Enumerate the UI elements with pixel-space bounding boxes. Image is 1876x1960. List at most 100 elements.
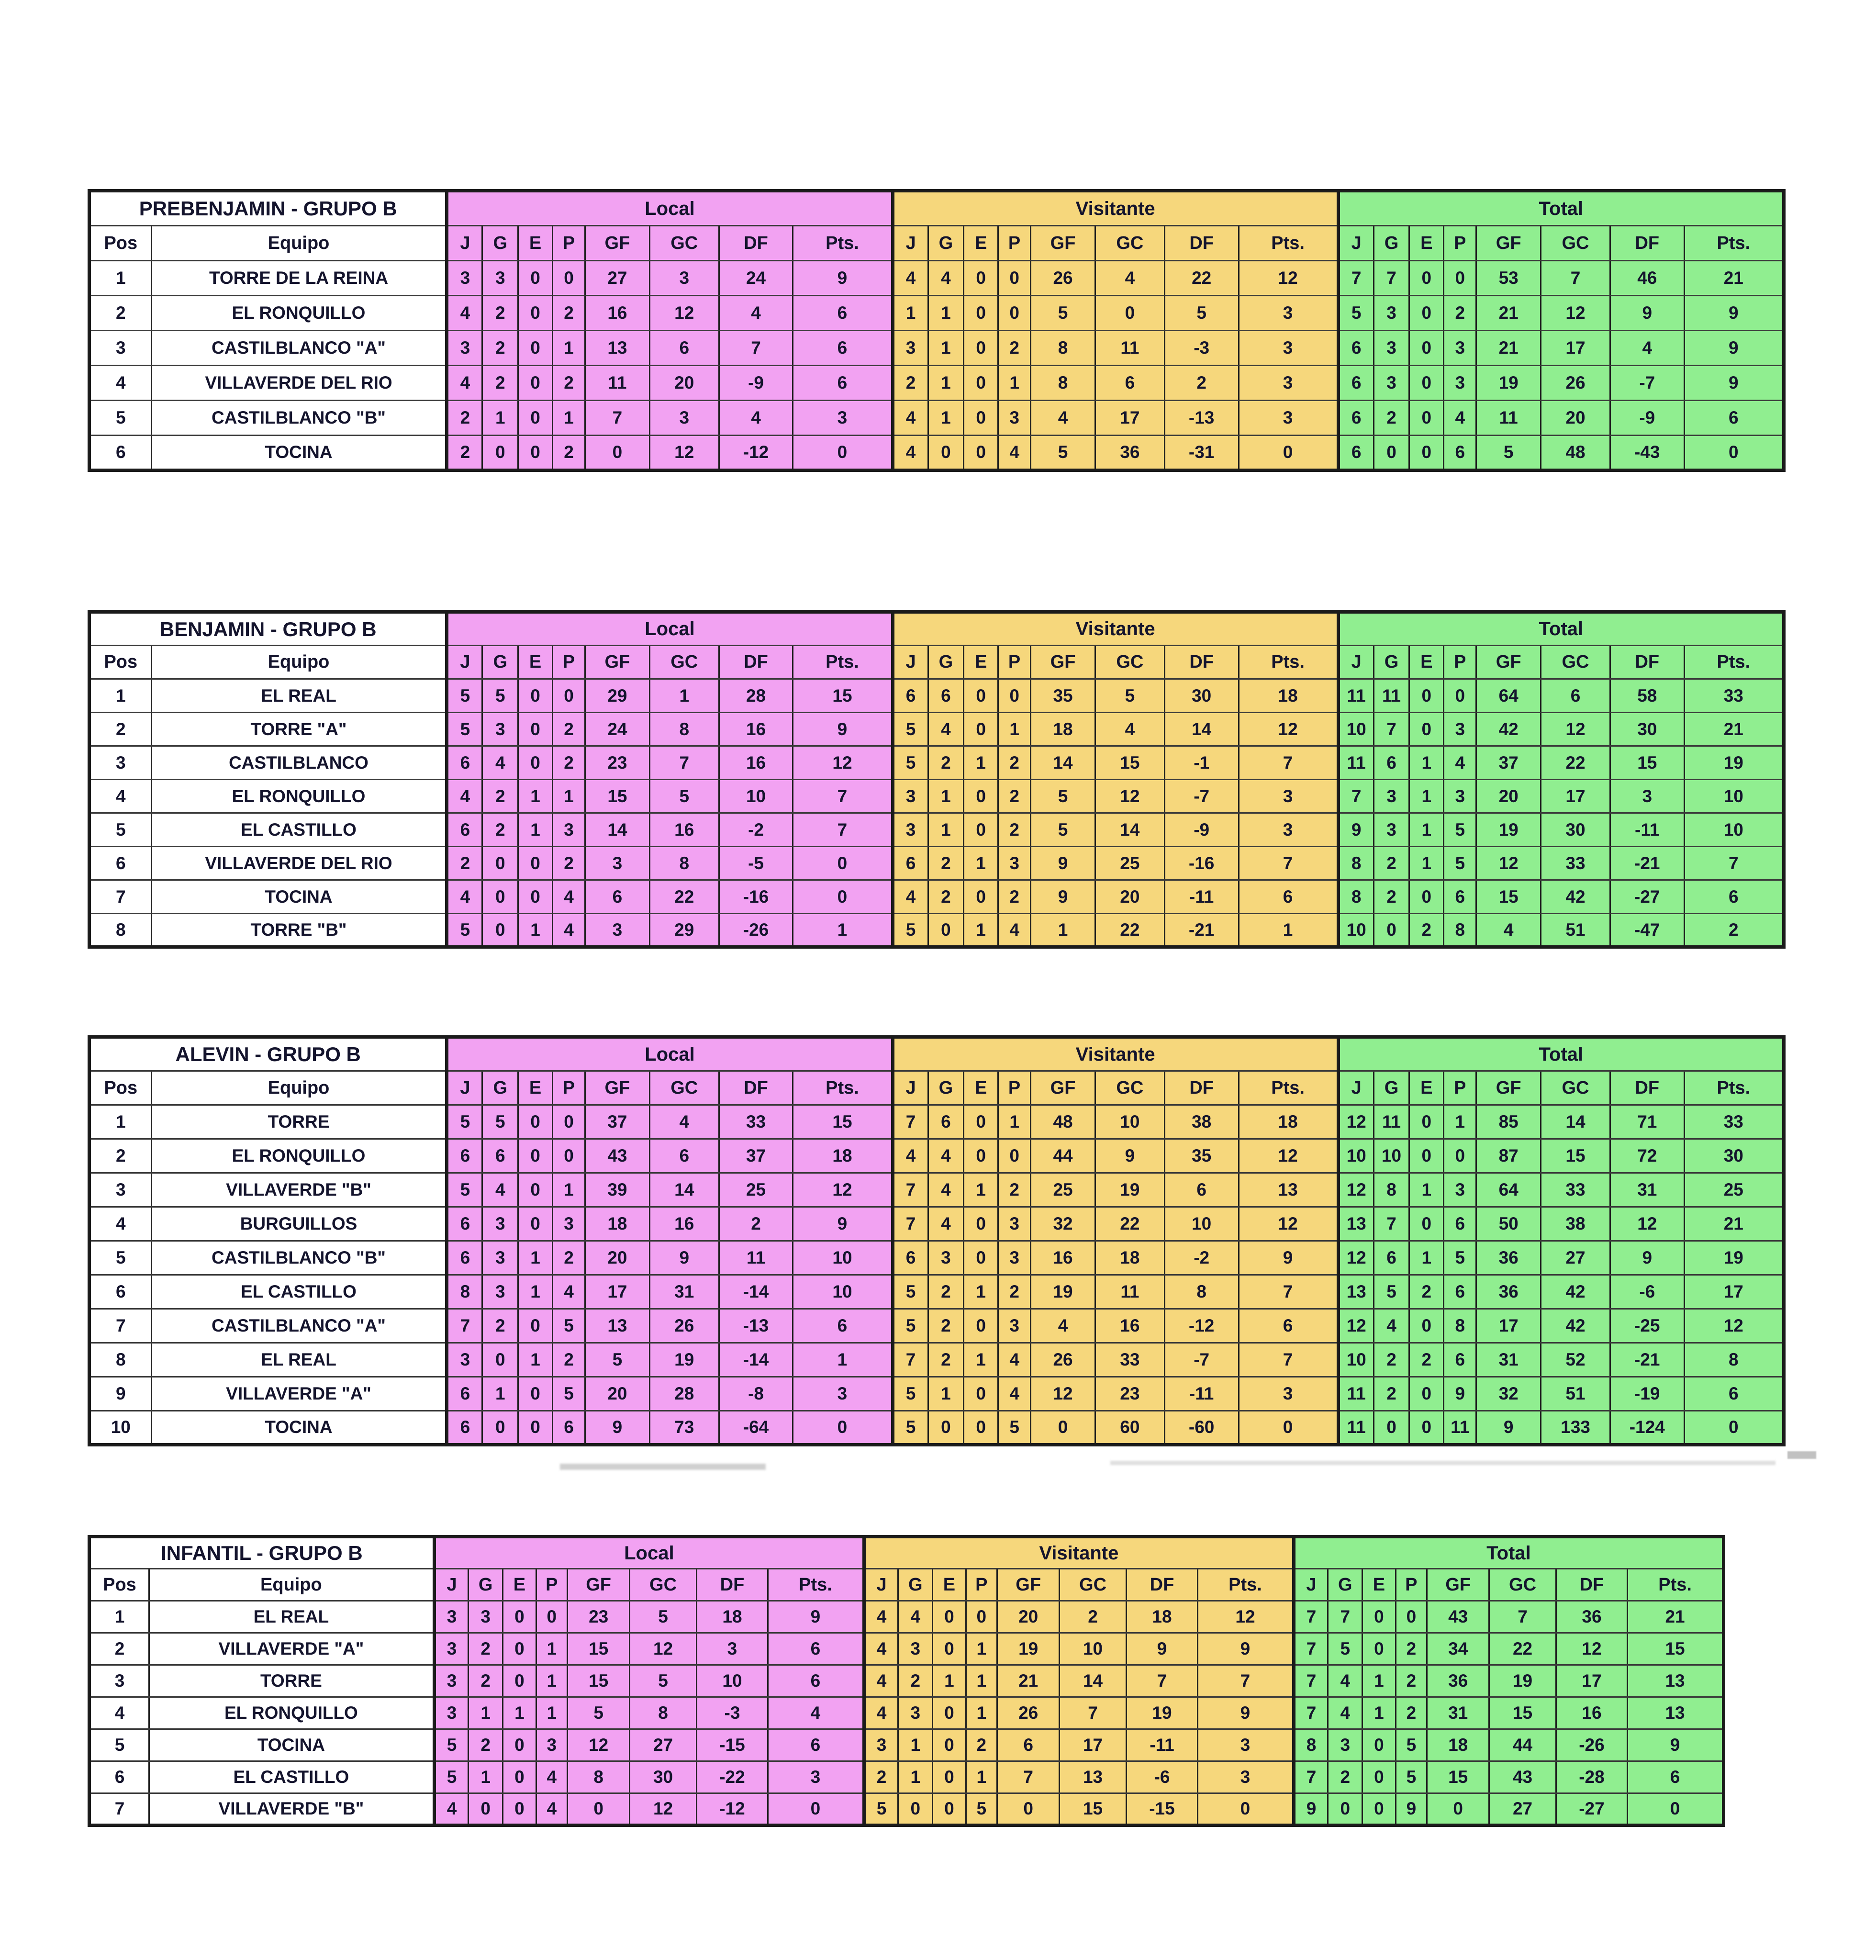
total-g-cell: 7 [1327,1600,1363,1634]
visitante-gc-cell: 13 [1059,1760,1127,1794]
team-cell: BURGUILLOS [150,1206,448,1242]
local-g-cell: 0 [468,1792,504,1826]
local-g-cell: 0 [481,879,519,914]
total-gf-cell: 53 [1475,260,1542,296]
local-gc-cell: 3 [648,400,720,436]
local-df-cell: -16 [718,879,794,914]
local-g-cell: 2 [481,365,519,401]
total-gf-cell: 21 [1475,295,1542,331]
total-g-cell: 4 [1327,1696,1363,1730]
local-p-cell: 5 [552,1376,586,1411]
team-cell: EL REAL [150,678,448,713]
local-gc-cell: 3 [648,260,720,296]
visitante-pts-cell: 7 [1238,1342,1339,1378]
local-pts-cell: 4 [767,1696,865,1730]
visitante-gc-cell: 15 [1059,1792,1127,1826]
local-j-cell: 2 [445,435,483,471]
equipo-header: Equipo [150,225,448,261]
local-j-cell: 5 [432,1728,469,1762]
visitante-pts-cell: 3 [1238,400,1339,436]
total-g-cell: 0 [1327,1792,1363,1826]
total-e-cell: 0 [1362,1792,1396,1826]
total-e-header: E [1408,225,1445,261]
total-e-cell: 0 [1362,1760,1396,1794]
visitante-p-cell: 0 [997,260,1032,296]
visitante-gf-cell: 6 [996,1728,1061,1762]
visitante-e-cell: 0 [963,1410,999,1445]
total-pts-cell: 10 [1683,779,1785,814]
visitante-p-cell: 3 [997,846,1032,881]
visitante-gf-cell: 5 [1030,812,1096,847]
local-e-cell: 0 [502,1760,537,1794]
total-e-cell: 1 [1408,745,1445,780]
visitante-df-cell: 6 [1163,1172,1240,1208]
total-g-cell: 3 [1373,779,1410,814]
local-e-cell: 0 [517,400,553,436]
local-p-cell: 0 [552,1104,586,1140]
local-pts-cell: 9 [792,1206,893,1242]
local-j-cell: 4 [432,1792,469,1826]
visitante-pts-header: Pts. [1238,645,1339,680]
visitante-gc-cell: 6 [1094,365,1165,401]
visitante-gf-cell: 8 [1030,365,1096,401]
visitante-e-cell: 0 [963,435,999,471]
local-pts-cell: 18 [792,1138,893,1174]
local-pts-cell: 6 [792,295,893,331]
total-e-cell: 1 [1362,1696,1396,1730]
local-pts-cell: 15 [792,678,893,713]
visitante-e-header: E [963,645,999,680]
visitante-j-cell: 1 [891,295,929,331]
local-df-cell: -5 [718,846,794,881]
team-row: 4 EL RONQUILLO 3 1 1 1 5 8 -3 4 4 3 0 1 26 7 19 9 7 4 1 2 31 15… [89,1696,1724,1730]
total-e-header: E [1408,1070,1445,1106]
visitante-gc-cell: 20 [1094,879,1165,914]
total-gc-cell: 33 [1540,1172,1611,1208]
visitante-e-cell: 1 [963,913,999,948]
local-g-cell: 2 [481,330,519,366]
total-g-cell: 3 [1373,365,1410,401]
local-gc-cell: 16 [648,1206,720,1242]
visitante-j-cell: 4 [891,879,929,914]
total-pts-header: Pts. [1683,1070,1785,1106]
total-p-cell: 6 [1443,1274,1477,1310]
visitante-p-cell: 5 [965,1792,998,1826]
visitante-gc-cell: 17 [1094,400,1165,436]
total-gc-cell: 51 [1540,913,1611,948]
pos-cell: 4 [89,1206,152,1242]
team-cell: VILLAVERDE "A" [148,1632,435,1666]
total-df-header: DF [1609,1070,1685,1106]
visitante-e-cell: 0 [932,1760,967,1794]
local-p-cell: 2 [552,712,586,747]
total-gc-cell: 33 [1540,846,1611,881]
visitante-e-cell: 0 [932,1728,967,1762]
team-cell: TOCINA [148,1728,435,1762]
team-row: 4 VILLAVERDE DEL RIO 4 2 0 2 11 20 -9 6 2 1 0 1 8 6 2 3 6 3… [89,365,1785,401]
local-gf-cell: 5 [567,1696,631,1730]
visitante-gc-cell: 19 [1094,1172,1165,1208]
section-header-total: Total [1336,190,1785,226]
local-p-cell: 4 [552,879,586,914]
total-p-cell: 0 [1395,1600,1428,1634]
total-pts-header: Pts. [1627,1568,1724,1602]
local-df-cell: 25 [718,1172,794,1208]
local-g-cell: 0 [481,1342,519,1378]
total-g-cell: 2 [1373,879,1410,914]
total-p-cell: 8 [1443,913,1477,948]
visitante-gf-cell: 9 [1030,879,1096,914]
total-e-cell: 0 [1408,678,1445,713]
visitante-df-cell: 18 [1125,1600,1199,1634]
local-gc-cell: 31 [648,1274,720,1310]
total-gf-cell: 34 [1426,1632,1490,1666]
total-p-cell: 5 [1443,846,1477,881]
total-g-cell: 11 [1373,1104,1410,1140]
local-pts-cell: 1 [792,913,893,948]
visitante-pts-cell: 3 [1238,812,1339,847]
total-g-cell: 6 [1373,1240,1410,1276]
local-gc-cell: 12 [648,435,720,471]
local-df-cell: 4 [718,400,794,436]
table-title: ALEVIN - GRUPO B [88,1036,448,1072]
visitante-pts-cell: 7 [1238,1274,1339,1310]
visitante-p-cell: 5 [997,1410,1032,1445]
local-j-header: J [432,1568,469,1602]
total-j-cell: 12 [1336,1240,1374,1276]
